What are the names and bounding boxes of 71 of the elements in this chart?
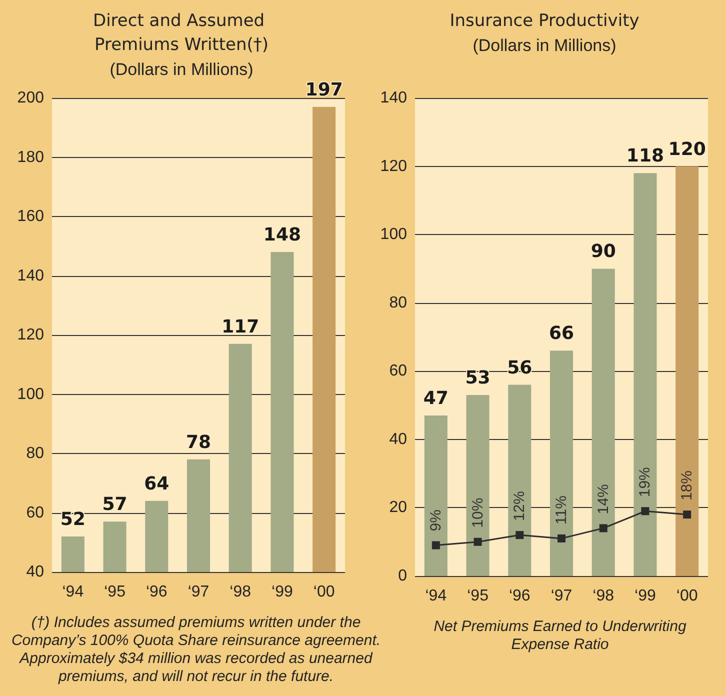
x-tick-label: ‘95 xyxy=(104,584,126,600)
text: (†) Includes assumed premiums written under the Company’s 100% Quota Share reinsurance agreement. Approximately $34 million was recorded as unearned premiums, and will not recur in the future. xyxy=(10,614,382,686)
point xyxy=(516,531,524,540)
data-label: 117 xyxy=(222,316,260,338)
y-tick-label: 100 xyxy=(17,386,44,403)
data-label: 197 xyxy=(305,79,343,100)
data-label: 120 xyxy=(668,138,706,160)
y-tick-label: 200 xyxy=(17,90,44,106)
bar xyxy=(466,395,490,576)
chart-subtitle: (Dollars in Millions) xyxy=(472,36,616,55)
chart-title: Direct and Assumed Premiums Written(†) xyxy=(92,11,270,55)
y-tick-label: 40 xyxy=(26,564,44,580)
bar xyxy=(634,173,657,576)
y-tick-label: 40 xyxy=(389,430,408,448)
y-tick-label: 0 xyxy=(398,568,408,584)
bar xyxy=(676,166,699,576)
y-tick-label: 60 xyxy=(26,504,44,522)
x-tick-label: ‘94 xyxy=(425,588,447,604)
y-tick-label: 60 xyxy=(389,362,408,380)
x-tick-label: ‘97 xyxy=(550,588,572,604)
y-tick-label: 120 xyxy=(380,158,408,175)
data-label: 53 xyxy=(465,368,490,389)
y-tick-label: 80 xyxy=(26,445,44,462)
x-tick-label: ‘96 xyxy=(508,588,530,604)
x-tick-label: ‘97 xyxy=(188,584,210,600)
point xyxy=(641,507,650,516)
point xyxy=(432,541,440,550)
data-label: 66 xyxy=(548,323,574,344)
data-label: 118 xyxy=(626,146,664,167)
x-tick-label: ‘00 xyxy=(313,584,335,600)
y-tick-label: 180 xyxy=(17,148,44,166)
x-axis-title: Net Premiums Earned to Underwriting Expense Ratio xyxy=(432,618,688,654)
y-tick-label: 140 xyxy=(380,90,408,106)
data-label: 52 xyxy=(60,508,86,530)
point xyxy=(558,534,566,542)
data-label: 12% xyxy=(511,490,528,522)
chart-subtitle: (Dollars in Millions) xyxy=(110,60,254,79)
point xyxy=(474,538,482,546)
x-tick-label: ‘95 xyxy=(467,588,489,604)
x-tick-label: ‘99 xyxy=(272,584,293,600)
data-label: 57 xyxy=(102,494,128,516)
bar xyxy=(508,384,532,576)
data-label: 78 xyxy=(186,432,212,453)
data-label: 47 xyxy=(423,388,448,410)
y-tick-label: 120 xyxy=(17,326,44,344)
data-label: 9% xyxy=(427,510,444,532)
y-tick-label: 100 xyxy=(380,226,408,244)
x-tick-label: ‘99 xyxy=(634,588,656,604)
bar xyxy=(550,350,574,576)
data-label: 10% xyxy=(469,498,486,528)
point xyxy=(683,510,692,519)
x-tick-label: ‘98 xyxy=(592,588,614,604)
data-label: 64 xyxy=(144,473,170,494)
y-tick-label: 80 xyxy=(389,294,408,312)
data-label: 19% xyxy=(636,467,654,498)
y-tick-label: 140 xyxy=(17,267,44,284)
data-label: 90 xyxy=(590,241,616,262)
x-tick-label: ‘96 xyxy=(146,584,168,600)
y-tick-label: 160 xyxy=(17,208,44,225)
y-tick-label: 20 xyxy=(389,499,408,516)
x-tick-label: ‘00 xyxy=(676,588,698,604)
bar xyxy=(592,268,615,576)
point xyxy=(599,524,608,532)
data-label: 11% xyxy=(553,496,570,524)
data-label: 148 xyxy=(263,224,302,246)
data-label: 18% xyxy=(678,470,696,501)
x-tick-label: ‘98 xyxy=(230,584,252,600)
x-tick-label: ‘94 xyxy=(62,584,84,600)
data-label: 14% xyxy=(594,484,612,514)
chart-title: Insurance Productivity xyxy=(450,11,640,31)
bar xyxy=(424,416,448,576)
